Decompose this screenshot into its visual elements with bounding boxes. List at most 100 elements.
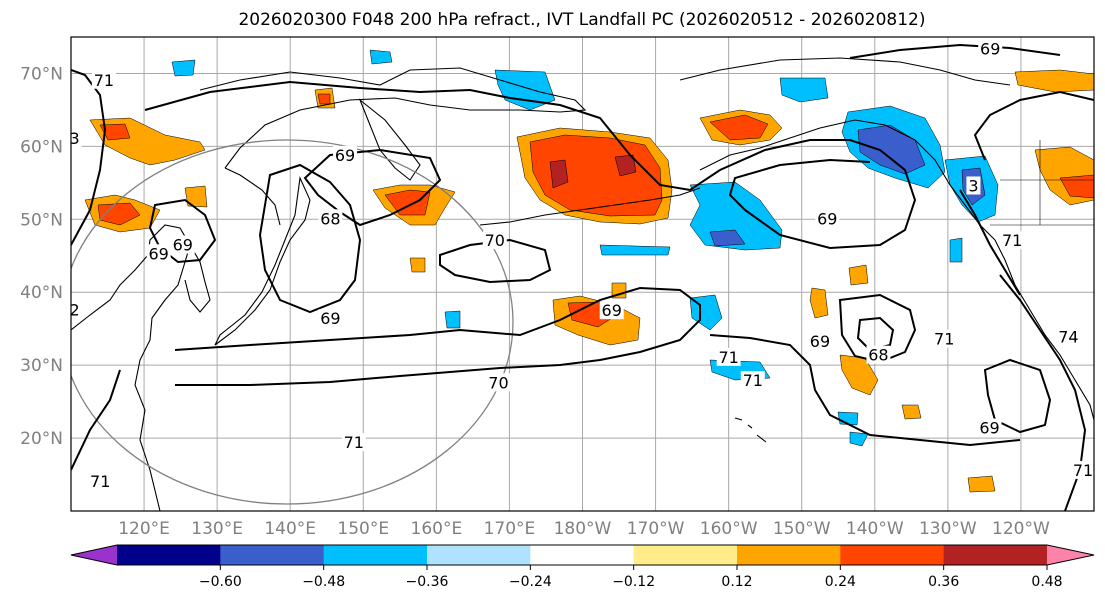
contour-label-bg <box>341 433 366 452</box>
contour-label-bg <box>599 301 624 320</box>
contour-line <box>849 43 1061 59</box>
negative-anomaly-region <box>779 77 829 103</box>
positive-anomaly-region <box>1059 174 1094 199</box>
contour-line <box>973 90 1094 161</box>
negative-anomaly-region <box>444 310 461 329</box>
positive-anomaly-region <box>848 264 869 286</box>
positive-anomaly-region <box>97 202 141 226</box>
contour-label: 69 <box>173 236 193 255</box>
colorbar-tick-label: −0.24 <box>509 574 552 590</box>
contour-label: 68 <box>320 209 340 228</box>
negative-anomaly-region <box>949 237 963 263</box>
contour-label: 69 <box>149 244 169 263</box>
contour-label-bg <box>71 300 82 319</box>
lat-tick-label: 50°N <box>20 210 63 230</box>
negative-anomaly-region <box>857 124 926 175</box>
contour-label-bg <box>88 471 113 490</box>
contour-line <box>148 198 217 264</box>
korea-coastline <box>184 244 211 313</box>
positive-anomaly-region <box>709 114 769 141</box>
lat-tick-label: 30°N <box>20 356 63 376</box>
map-title: 2026020300 F048 200 hPa refract., IVT La… <box>238 10 925 30</box>
positive-anomaly-region <box>317 93 331 105</box>
contour-label-bg <box>1071 460 1094 479</box>
lon-tick-label: 160°E <box>411 519 463 539</box>
positive-anomaly-region <box>614 154 637 177</box>
colorbar-segment <box>840 545 945 565</box>
colorbar-segment <box>220 545 325 565</box>
colorbar-tick-label: 0.48 <box>1031 574 1062 590</box>
positive-anomaly-region <box>184 185 208 208</box>
contour-line <box>983 358 1052 434</box>
colorbar-extend-min <box>71 545 117 565</box>
contour-label-bg <box>966 176 981 195</box>
contour-label-bg <box>333 145 358 164</box>
positive-anomaly-region <box>901 404 922 420</box>
lon-tick-label: 140°E <box>264 519 316 539</box>
contour-line <box>959 189 1021 296</box>
colorbar-segment <box>737 545 841 565</box>
colorbar-tick-label: −0.12 <box>612 574 655 590</box>
north-america-coastline <box>994 239 1094 421</box>
okhotsk-coastline <box>224 167 281 226</box>
hawaii-islands <box>734 417 767 443</box>
colorbar: −0.60 −0.48 −0.36 −0.24 −0.12 0.12 0.24 0.36 0.4… <box>70 544 1095 590</box>
contour-label: 3 <box>70 129 80 148</box>
positive-anomaly-region <box>409 257 426 273</box>
colorbar-segment <box>117 545 221 565</box>
positive-anomaly-region <box>809 287 829 319</box>
contour-label: 71 <box>743 371 763 390</box>
contour-label-bg <box>978 39 1003 58</box>
canada-interior-border <box>990 140 1094 226</box>
contour-line <box>71 369 121 471</box>
contour-label: 69 <box>810 332 830 351</box>
lon-tick-label: 130°W <box>919 519 977 539</box>
contour-label-bg <box>318 209 343 228</box>
colorbar-segment <box>633 545 738 565</box>
contour-label: 71 <box>94 71 114 90</box>
contour-label: 71 <box>90 472 110 491</box>
contour-line <box>174 286 701 386</box>
negative-anomaly-region <box>599 244 671 256</box>
lon-tick-label: 130°E <box>191 519 243 539</box>
lon-tick-label: 120°E <box>118 519 170 539</box>
contour-label: 69 <box>335 146 355 165</box>
contour-label: 68 <box>868 346 888 365</box>
contour-label-bg <box>1056 327 1081 346</box>
contour-line <box>709 334 1021 447</box>
colorbar-outline <box>70 544 1095 566</box>
contour-label-bg <box>866 345 891 364</box>
contour-label: 74 <box>1058 327 1078 346</box>
lat-tick-label: 60°N <box>20 137 63 157</box>
contour-label-bg <box>807 331 832 350</box>
range-circle <box>71 139 514 505</box>
lat-tick-label: 20°N <box>20 429 63 449</box>
longitude-axis: 120°E 130°E 140°E 150°E 160°E 170°E 180°W 170°W… <box>118 519 1050 539</box>
positive-anomaly-region <box>1014 69 1094 93</box>
contour-label-bg <box>482 231 507 250</box>
contour-label: 71 <box>1073 461 1093 480</box>
contour-label: 71 <box>1002 231 1022 250</box>
contour-label: 3 <box>968 176 978 195</box>
alaska-coastline <box>679 57 1011 241</box>
colorbar-segment <box>530 545 635 565</box>
lon-tick-label: 120°W <box>992 519 1050 539</box>
kamchatka-coastline <box>358 98 421 181</box>
colorbar-segment <box>427 545 531 565</box>
contour-line <box>856 316 895 352</box>
negative-anomaly-region <box>171 59 196 77</box>
contour-label: 2 <box>70 300 80 319</box>
lon-tick-label: 140°W <box>846 519 904 539</box>
contour-label-bg <box>71 129 82 148</box>
contour-label-bg <box>716 347 741 366</box>
contour-label-bg <box>170 235 195 254</box>
contour-label: 70 <box>485 231 505 250</box>
lon-tick-label: 150°E <box>337 519 389 539</box>
contour-label: 71 <box>934 330 954 349</box>
contour-label: 70 <box>488 373 508 392</box>
contour-label: 71 <box>718 348 738 367</box>
contour-lines <box>71 43 1094 511</box>
contour-label: 69 <box>602 301 622 320</box>
